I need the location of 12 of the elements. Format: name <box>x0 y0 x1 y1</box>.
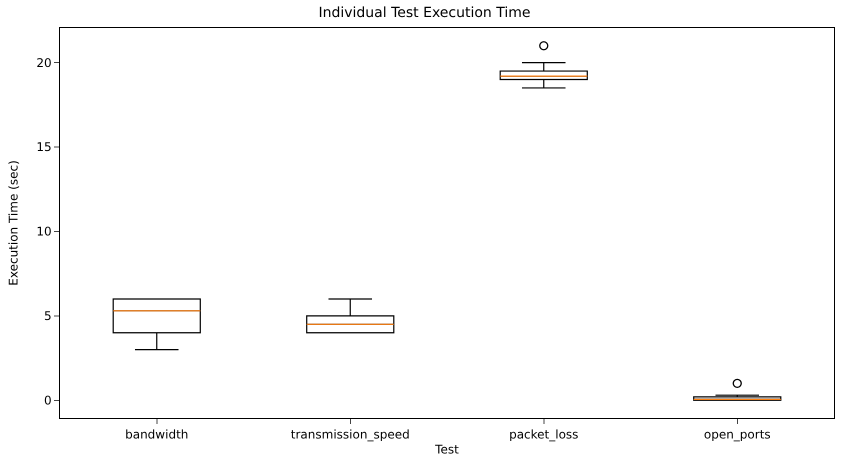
x-tick-label: open_ports <box>704 427 771 442</box>
x-tick-label: bandwidth <box>125 427 188 442</box>
y-tick-label: 15 <box>36 140 52 154</box>
x-tick-label: transmission_speed <box>290 427 410 442</box>
y-tick-label: 10 <box>36 224 52 239</box>
y-tick-label: 5 <box>44 309 52 324</box>
chart-title: Individual Test Execution Time <box>318 4 531 21</box>
x-axis-title: Test <box>434 442 460 456</box>
x-tick-label: packet_loss <box>509 427 578 442</box>
y-tick-label: 0 <box>44 393 52 408</box>
y-tick-label: 20 <box>36 56 52 70</box>
y-axis-title: Execution Time (sec) <box>6 160 21 286</box>
